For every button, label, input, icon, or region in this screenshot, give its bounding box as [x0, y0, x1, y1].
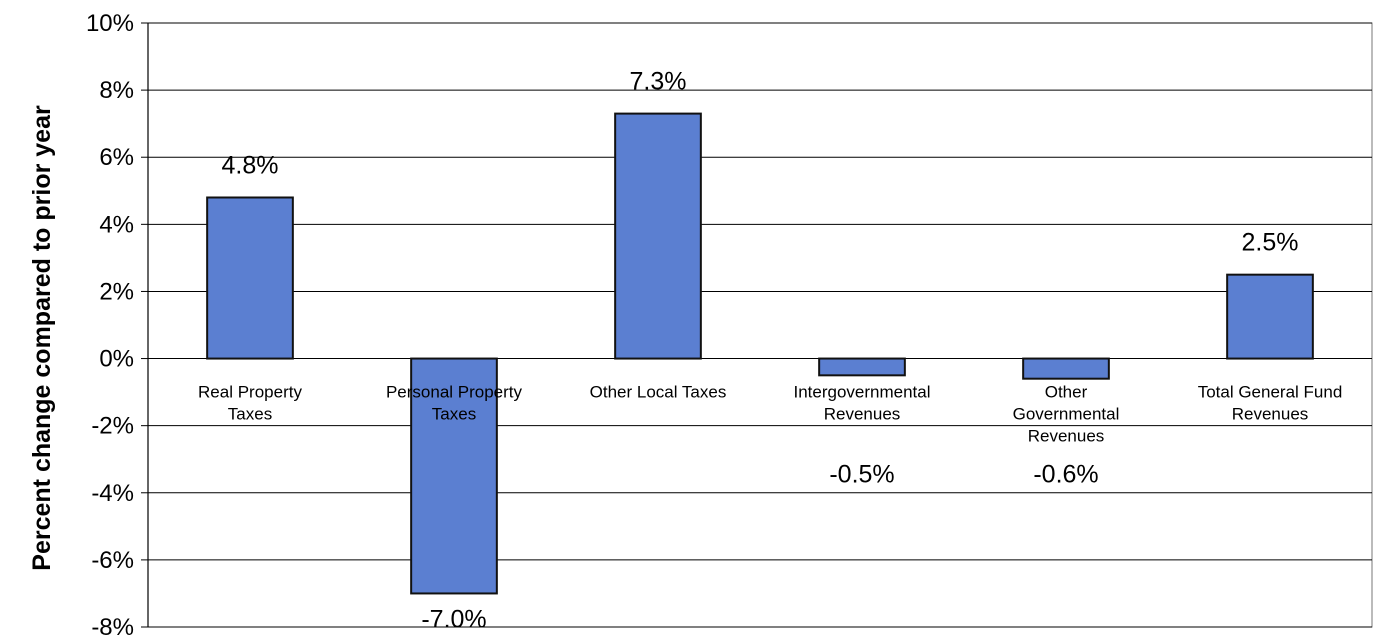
bar	[614, 112, 702, 360]
bar	[1226, 273, 1314, 360]
bar-layer	[206, 112, 1314, 595]
plot-area-border	[147, 22, 1373, 628]
category-label: Total General Fund Revenues	[1198, 383, 1343, 424]
bar	[206, 196, 294, 360]
bar	[410, 357, 498, 595]
y-tick-label: -2%	[91, 413, 134, 440]
label-layer: -8% -6% -4% -2% 0% 2% 4% 6% 8% 10% Real Property Ta…	[86, 10, 1342, 638]
grid-layer	[141, 22, 1373, 628]
category-label: Personal Property Taxes	[386, 383, 523, 424]
data-label: -0.6%	[1033, 461, 1098, 489]
category-label: Other Governmental Revenues	[1013, 383, 1120, 446]
category-label: Real Property Taxes	[198, 383, 302, 424]
y-tick-label: 2%	[99, 278, 134, 305]
y-axis-title: Percent change compared to prior year	[28, 105, 56, 571]
bar	[818, 357, 906, 377]
data-label: 2.5%	[1242, 229, 1299, 257]
category-label: Intergovernmental Revenues	[793, 383, 930, 424]
y-tick-label: 0%	[99, 346, 134, 373]
category-label: Other Local Taxes	[590, 383, 727, 402]
data-label: -7.0%	[421, 605, 486, 633]
bar	[1022, 357, 1110, 380]
y-tick-label: 10%	[86, 10, 134, 37]
y-tick-label: -6%	[91, 547, 134, 574]
data-label: 4.8%	[222, 151, 279, 179]
y-tick-label: 8%	[99, 77, 134, 104]
y-tick-label: -4%	[91, 480, 134, 507]
y-tick-label: 6%	[99, 144, 134, 171]
data-label: 7.3%	[630, 68, 687, 96]
data-label: -0.5%	[829, 461, 894, 489]
y-tick-label: 4%	[99, 211, 134, 238]
y-tick-label: -8%	[91, 614, 134, 638]
